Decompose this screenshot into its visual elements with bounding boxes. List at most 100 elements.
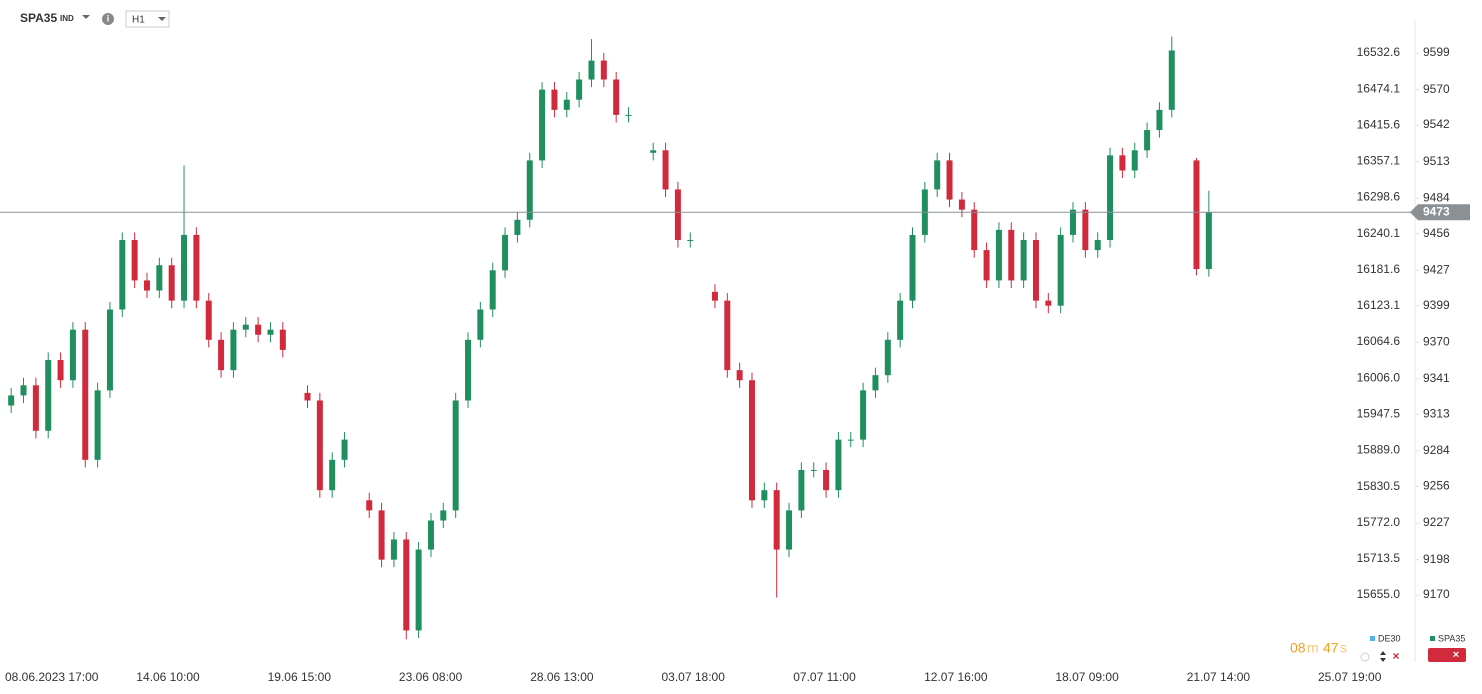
- candle-body: [1119, 155, 1126, 171]
- interval-select[interactable]: [125, 10, 170, 28]
- y-tick-label: 16357.1: [1357, 154, 1401, 168]
- x-tick-label: 23.06 08:00: [399, 670, 463, 684]
- candle-body: [304, 392, 311, 401]
- candle-body: [267, 329, 274, 335]
- candle-body: [32, 385, 39, 431]
- candle-body: [897, 300, 904, 340]
- candle-body: [588, 60, 595, 80]
- price-label: 9473: [1423, 204, 1450, 218]
- move-icon[interactable]: [1380, 651, 1386, 662]
- interval: H1: [132, 15, 145, 26]
- y2-tick-label: 9456: [1423, 226, 1450, 240]
- candle-body: [329, 459, 336, 491]
- candle-body: [539, 89, 546, 161]
- candle-body: [489, 270, 496, 310]
- candle-body: [193, 234, 200, 301]
- y2-tick-label: 9427: [1423, 262, 1450, 276]
- x-tick-label: 19.06 15:00: [268, 670, 332, 684]
- y-tick-label: 16181.6: [1357, 262, 1401, 276]
- y-tick-label: 15830.5: [1357, 479, 1401, 493]
- info-icon[interactable]: [102, 13, 114, 25]
- candle-body: [477, 309, 484, 340]
- candle-body: [181, 234, 188, 301]
- candle-body: [1131, 150, 1138, 171]
- candle-body: [82, 329, 89, 460]
- y-tick-label: 16064.6: [1357, 334, 1401, 348]
- candle-body: [625, 114, 632, 116]
- y-tick-label: 16415.6: [1357, 117, 1401, 131]
- candle-body: [205, 300, 212, 340]
- candle-body: [452, 400, 459, 511]
- candle-body: [724, 300, 731, 371]
- countdown-sec: 47: [1323, 640, 1339, 656]
- candle-body: [971, 209, 978, 251]
- candle-body: [106, 309, 113, 391]
- legend-swatch: [1430, 636, 1435, 641]
- candle-body: [786, 510, 793, 550]
- candle-body: [600, 60, 607, 80]
- candle-body: [94, 390, 101, 460]
- y-tick-label: 16532.6: [1357, 45, 1401, 59]
- candle-body: [1168, 50, 1175, 110]
- candle-body: [1205, 212, 1212, 270]
- candle-body: [711, 291, 718, 301]
- y2-tick-label: 9227: [1423, 515, 1450, 529]
- market: IND: [60, 14, 74, 23]
- candle-body: [1008, 229, 1015, 281]
- y2-tick-label: 9399: [1423, 298, 1450, 312]
- y2-tick-label: 9599: [1423, 45, 1450, 59]
- symbol[interactable]: SPA35: [20, 11, 57, 25]
- candle-body: [378, 510, 385, 560]
- candle-body: [687, 239, 694, 241]
- candle-body: [316, 400, 323, 491]
- symbol-dropdown[interactable]: [82, 15, 90, 19]
- candle-body: [823, 469, 830, 491]
- interval-dropdown: [158, 17, 166, 21]
- candle-body: [440, 510, 447, 521]
- candle-body: [1070, 209, 1077, 235]
- info-glyph: i: [107, 13, 110, 23]
- x-tick-label: 12.07 16:00: [924, 670, 988, 684]
- y2-tick-label: 9198: [1423, 552, 1450, 566]
- candle-body: [563, 99, 570, 110]
- y-tick-label: 16123.1: [1357, 298, 1401, 312]
- candle-body: [230, 329, 237, 371]
- close-icon[interactable]: ×: [1392, 649, 1399, 663]
- y-tick-label: 16474.1: [1357, 81, 1401, 95]
- candle-body: [415, 549, 422, 631]
- y2-tick-label: 9313: [1423, 407, 1450, 421]
- candle-body: [613, 79, 620, 115]
- remove-button[interactable]: [1428, 648, 1466, 662]
- candle-body: [242, 324, 249, 330]
- candle-body: [1094, 239, 1101, 251]
- candle-body: [934, 160, 941, 190]
- candle-body: [835, 439, 842, 491]
- y2-tick-label: 9542: [1423, 117, 1450, 131]
- y-tick-label: 16298.6: [1357, 190, 1401, 204]
- candle-body: [1045, 300, 1052, 306]
- candle-body: [168, 265, 175, 301]
- candle-body: [255, 324, 262, 335]
- countdown-min-unit: m: [1307, 640, 1319, 656]
- x-tick-label: 21.07 14:00: [1187, 670, 1251, 684]
- eye-icon[interactable]: [1360, 652, 1370, 662]
- y2-tick-label: 9370: [1423, 335, 1450, 349]
- y2-tick-label: 9341: [1423, 371, 1450, 385]
- candle-body: [143, 280, 150, 291]
- candle-body: [798, 469, 805, 511]
- candle-body: [810, 469, 817, 471]
- y2-tick-label: 9570: [1423, 82, 1450, 96]
- candle-body: [662, 150, 669, 190]
- remove-glyph: ×: [1453, 649, 1459, 661]
- candle-body: [909, 234, 916, 301]
- candle-body: [958, 199, 965, 210]
- x-tick-label: 28.06 13:00: [530, 670, 594, 684]
- candle-body: [983, 250, 990, 281]
- candle-body: [366, 500, 373, 511]
- y2-tick-label: 9513: [1423, 154, 1450, 168]
- candle-body: [526, 160, 533, 220]
- candle-body: [427, 520, 434, 550]
- candle-body: [8, 395, 15, 406]
- candle-body: [119, 239, 126, 310]
